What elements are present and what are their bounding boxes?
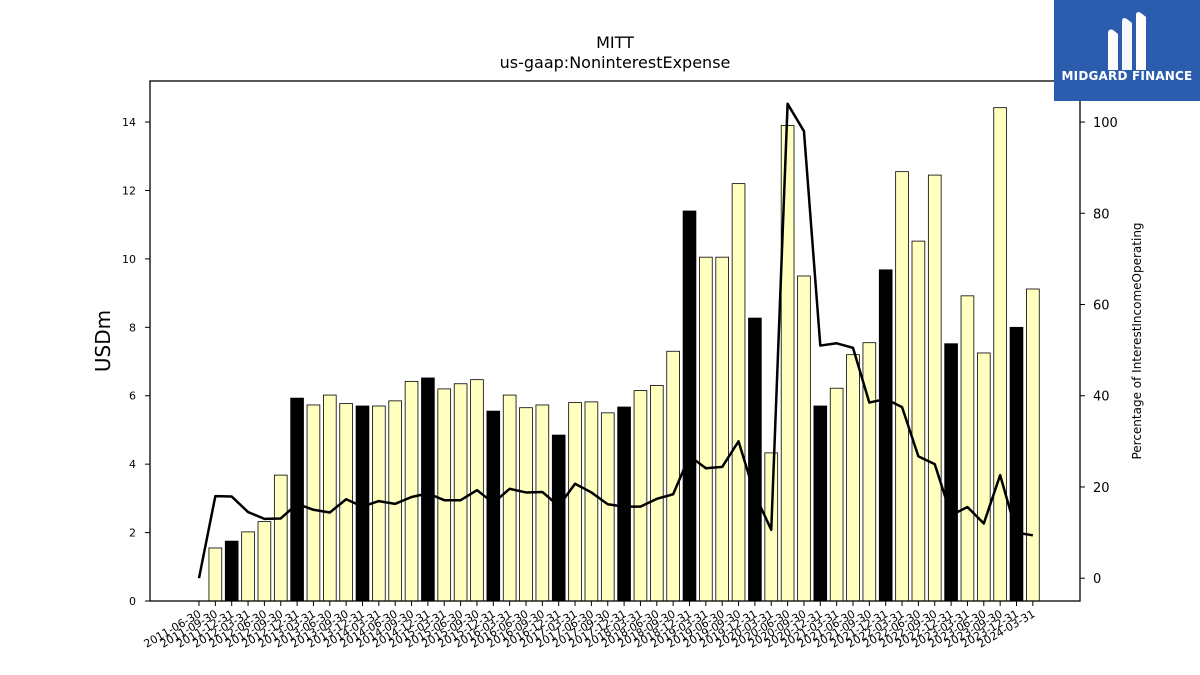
right-tick-label: 60 (1093, 299, 1110, 314)
right-tick-label: 20 (1093, 481, 1110, 496)
bar-2022-12-31 (944, 343, 958, 602)
bar-2023-09-30 (993, 107, 1007, 602)
bar-2018-09-30 (666, 350, 680, 602)
bar-2022-03-31 (895, 171, 909, 602)
bar-2012-12-31 (290, 397, 304, 602)
left-tick-label: 10 (122, 253, 136, 266)
bar-2013-06-30 (322, 394, 337, 602)
bar-2022-06-30 (911, 240, 926, 602)
bar-2016-12-31 (551, 434, 566, 602)
bar-2018-12-31 (682, 210, 697, 602)
right-axis-ticks: 0 20 40 60 80 100 (1080, 116, 1118, 587)
bar-2022-09-30 (927, 174, 942, 602)
right-tick-label: 100 (1093, 116, 1118, 131)
bar-2017-06-30 (584, 401, 599, 602)
bar-2016-06-30 (519, 407, 533, 602)
bar-2016-09-30 (535, 404, 550, 602)
bar-2019-06-30 (715, 256, 729, 602)
percentage-line (197, 102, 1034, 579)
midgard-finance-logo: MIDGARD FINANCE (1054, 0, 1200, 101)
right-tick-label: 40 (1093, 390, 1110, 405)
left-tick-label: 14 (122, 116, 136, 129)
bar-2018-03-31 (633, 390, 648, 602)
left-tick-label: 0 (129, 595, 136, 608)
left-tick-label: 2 (129, 527, 136, 540)
bar-2013-03-31 (306, 404, 321, 602)
bar-2019-03-31 (699, 256, 713, 602)
bar-2016-03-31 (502, 394, 517, 602)
bar-2018-06-30 (650, 385, 664, 602)
left-tick-label: 12 (122, 184, 136, 197)
right-tick-label: 0 (1093, 572, 1101, 587)
bar-2019-09-30 (731, 183, 746, 602)
logo-text: MIDGARD FINANCE (1061, 69, 1193, 83)
right-axis-label: Percentage of InterestIncomeOperating (1130, 222, 1144, 459)
bar-2021-03-31 (829, 387, 844, 602)
bar-2015-12-31 (486, 410, 501, 602)
bar-2023-12-31 (1009, 326, 1024, 602)
bar-2021-09-30 (862, 342, 877, 602)
bar-2017-12-31 (617, 406, 631, 602)
left-axis-label: USDm (91, 310, 115, 372)
bar-2019-12-31 (748, 317, 762, 602)
x-axis-ticks: 2011-06-302011-09-302011-12-312012-03-31… (142, 601, 1037, 651)
bar-2014-12-31 (421, 377, 435, 602)
plot-frame (149, 80, 1081, 602)
bar-2015-06-30 (453, 383, 468, 602)
bars-group (208, 107, 1040, 602)
bar-2021-12-31 (878, 269, 893, 602)
left-tick-label: 8 (129, 321, 136, 334)
left-tick-label: 6 (129, 390, 136, 403)
midgard-logo-icon (1108, 12, 1146, 70)
bar-2023-03-31 (960, 295, 975, 602)
bar-2023-06-30 (977, 352, 991, 602)
bar-2011-12-31 (224, 540, 239, 602)
bar-2011-09-30 (208, 547, 223, 602)
bar-2015-03-31 (437, 388, 452, 602)
left-axis-ticks: 0 2 4 6 8 10 12 14 (122, 116, 150, 608)
left-tick-label: 4 (129, 458, 136, 471)
bar-2012-06-30 (257, 521, 272, 602)
bar-2017-09-30 (600, 412, 615, 602)
bar-2012-09-30 (273, 474, 288, 602)
bar-2020-09-30 (797, 275, 811, 602)
bar-2017-03-31 (568, 402, 582, 602)
bar-2012-03-31 (241, 531, 255, 602)
right-tick-label: 80 (1093, 207, 1110, 222)
chart-subtitle: us-gaap:NoninterestExpense (500, 53, 731, 72)
bar-2014-09-30 (404, 380, 419, 602)
chart-title: MITT (596, 33, 634, 52)
bar-2021-06-30 (846, 354, 860, 602)
bar-2024-03-31 (1026, 288, 1040, 602)
bar-2020-12-31 (813, 405, 828, 602)
